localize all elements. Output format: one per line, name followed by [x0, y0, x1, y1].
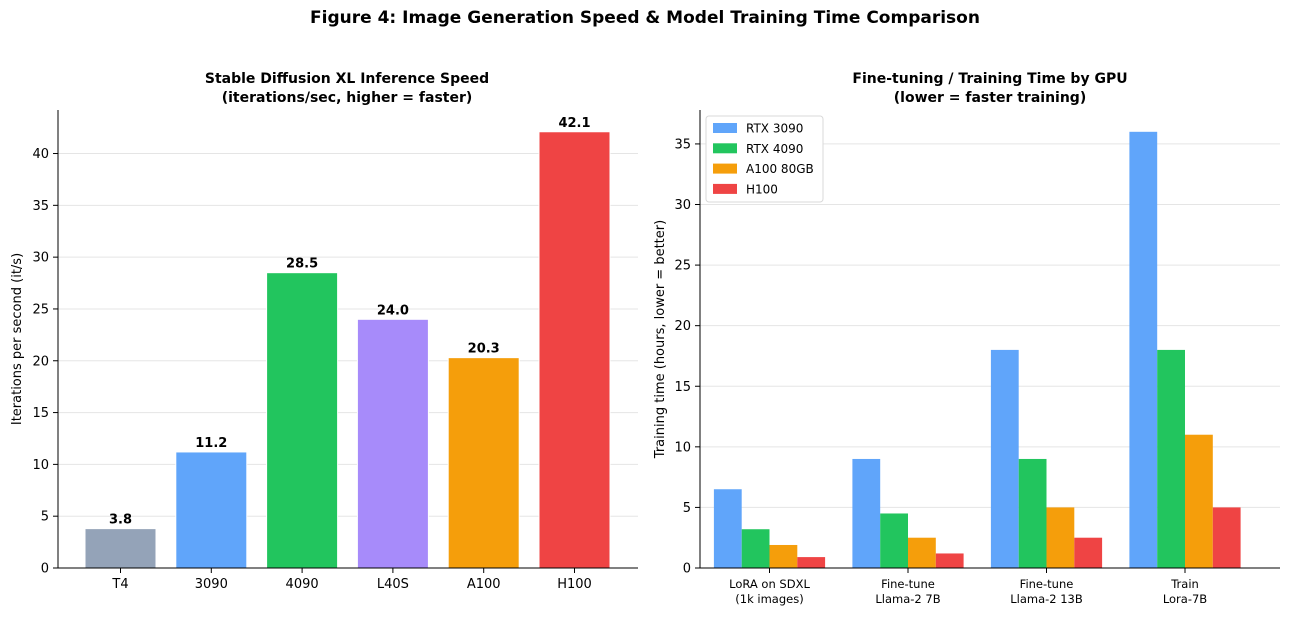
x-tick-label-line: Llama-2 13B [1010, 592, 1083, 606]
x-tick-label: 3090 [195, 577, 228, 592]
legend-entry: RTX 4090 [746, 142, 803, 156]
bar-a100-80gb [1046, 507, 1075, 568]
legend-entry: A100 80GB [746, 162, 814, 176]
bar-value-label: 20.3 [468, 342, 500, 357]
y-tick-label: 0 [683, 562, 691, 577]
bar-h100 [935, 553, 964, 568]
chart-subtitle: (iterations/sec, higher = faster) [222, 90, 473, 106]
chart-title: Fine-tuning / Training Time by GPU [852, 71, 1127, 87]
y-tick-label: 35 [32, 199, 49, 214]
y-tick-label: 20 [32, 354, 49, 369]
x-tick-label: Fine-tune Llama-2 7B [875, 577, 940, 606]
legend-entry: RTX 3090 [746, 122, 803, 136]
x-tick-label-line: LoRA on SDXL [729, 577, 810, 591]
y-tick-label: 5 [41, 510, 49, 525]
bar-h100 [538, 131, 611, 569]
legend-entry: H100 [746, 182, 778, 196]
legend-box [705, 115, 824, 203]
y-tick-label: 40 [32, 147, 49, 162]
bar-value-label: 28.5 [286, 257, 318, 272]
bars [84, 131, 611, 569]
bar-3090 [175, 451, 248, 569]
chart-subtitle: (lower = faster training) [894, 90, 1086, 106]
chart-title: Stable Diffusion XL Inference Speed [205, 71, 489, 87]
x-tick-label: 4090 [286, 577, 319, 592]
figure-title: Figure 4: Image Generation Speed & Model… [310, 8, 980, 28]
bar-l40s [356, 318, 429, 569]
bar-rtx-3090 [990, 349, 1019, 568]
bar-groups [713, 131, 1241, 569]
legend-swatch [713, 163, 737, 174]
x-tick-label: Fine-tune Llama-2 13B [1010, 577, 1083, 606]
x-tick-label-line: (1k images) [735, 592, 803, 606]
x-tick-label: Train Lora-7B [1163, 577, 1207, 606]
bar-a100-80gb [769, 544, 798, 568]
bar-rtx-3090 [852, 458, 881, 568]
bar-value-label: 24.0 [377, 303, 409, 318]
bar-value-label: 42.1 [558, 116, 590, 131]
y-tick-label: 0 [41, 562, 49, 577]
y-tick-label: 15 [674, 380, 691, 395]
inference-speed-chart: Stable Diffusion XL Inference Speed (iter… [10, 71, 638, 592]
bar-t4 [84, 528, 157, 569]
x-tick-label: LoRA on SDXL (1k images) [729, 577, 810, 606]
x-tick-label: A100 [467, 577, 501, 592]
bar-value-label: 3.8 [109, 513, 132, 528]
y-tick-label: 30 [674, 198, 691, 213]
bar-a100 [447, 357, 520, 569]
bar-a100-80gb [1185, 434, 1213, 568]
y-tick-label: 10 [674, 440, 691, 455]
legend-swatch [713, 183, 737, 194]
bar-a100-80gb [908, 537, 936, 568]
legend-swatch [713, 143, 737, 154]
x-tick-label-line: Fine-tune [1020, 577, 1074, 591]
y-tick-label: 10 [32, 458, 49, 473]
x-tick-label: T4 [111, 577, 128, 592]
training-time-chart: Fine-tuning / Training Time by GPU (lower… [653, 71, 1280, 606]
x-tick-label-line: Llama-2 7B [875, 592, 940, 606]
bar-h100 [1074, 537, 1103, 568]
y-axis-label: Training time (hours, lower = better) [653, 220, 668, 459]
bar-4090 [266, 272, 339, 569]
bar-h100 [1212, 507, 1241, 568]
y-tick-label: 25 [32, 302, 49, 317]
x-tick-label-line: Train [1170, 577, 1199, 591]
legend-swatch [713, 123, 737, 133]
bar-rtx-3090 [713, 489, 742, 568]
y-tick-label: 35 [674, 137, 691, 152]
x-tick-label-line: Fine-tune [881, 577, 935, 591]
y-tick-label: 5 [683, 501, 691, 516]
legend: RTX 3090 RTX 4090 A100 80GB H100 [705, 115, 824, 203]
y-tick-label: 20 [674, 319, 691, 334]
bar-rtx-4090 [880, 513, 908, 568]
y-axis-label: Iterations per second (it/s) [10, 253, 25, 425]
bar-rtx-4090 [1157, 349, 1185, 568]
x-tick-label-line: Lora-7B [1163, 592, 1207, 606]
bar-rtx-4090 [1018, 458, 1047, 568]
y-tick-label: 15 [32, 406, 49, 421]
bar-value-label: 11.2 [195, 436, 227, 451]
x-tick-label: L40S [377, 577, 409, 592]
x-tick-label: H100 [557, 577, 592, 592]
bar-h100 [797, 557, 826, 568]
y-tick-label: 25 [674, 259, 691, 274]
bar-rtx-3090 [1129, 131, 1158, 569]
y-tick-label: 30 [32, 251, 49, 266]
bar-rtx-4090 [741, 529, 770, 568]
